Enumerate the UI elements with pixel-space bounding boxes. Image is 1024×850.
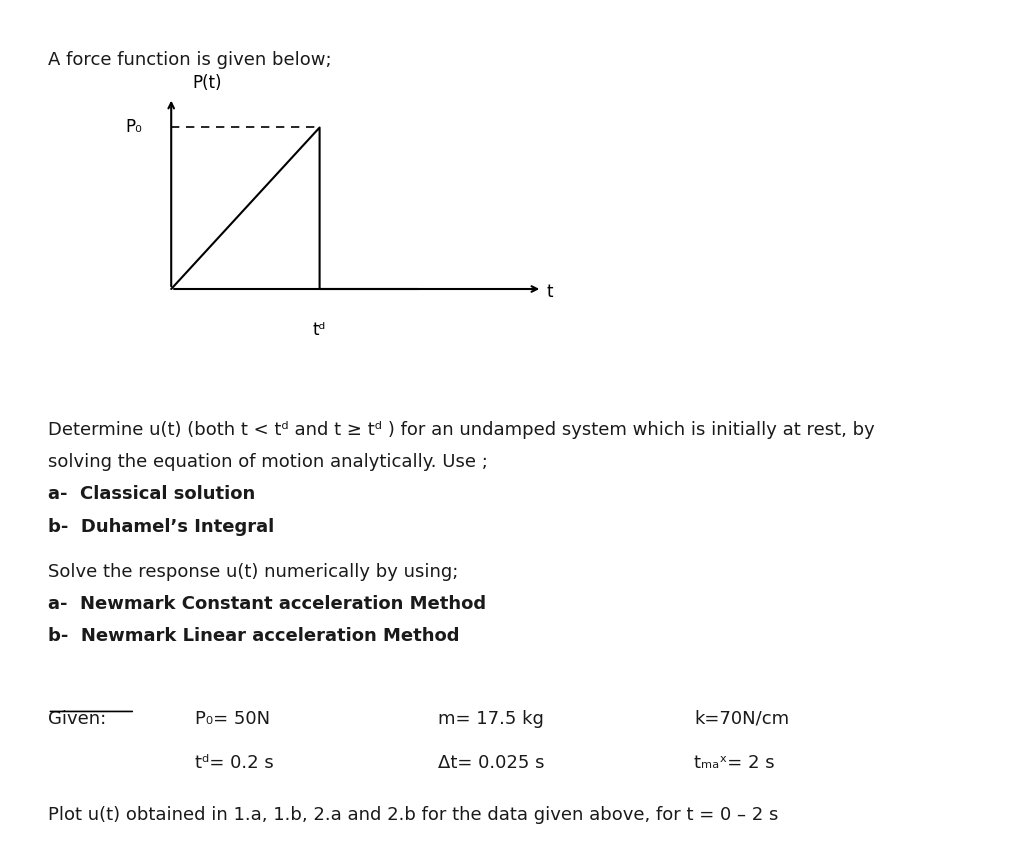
Text: Δt= 0.025 s: Δt= 0.025 s [437,754,544,772]
Text: Plot u(t) obtained in 1.a, 1.b, 2.a and 2.b for the data given above, for t = 0 : Plot u(t) obtained in 1.a, 1.b, 2.a and … [47,807,778,824]
Text: t: t [547,283,553,302]
Text: Given:: Given: [47,710,105,728]
Text: tₘₐˣ= 2 s: tₘₐˣ= 2 s [694,754,775,772]
Text: Determine u(t) (both t < tᵈ and t ≥ tᵈ ) for an undamped system which is initial: Determine u(t) (both t < tᵈ and t ≥ tᵈ )… [47,421,874,439]
Text: b-  Duhamel’s Integral: b- Duhamel’s Integral [47,518,273,536]
Text: Solve the response u(t) numerically by using;: Solve the response u(t) numerically by u… [47,563,458,581]
Text: a-  Classical solution: a- Classical solution [47,485,255,503]
Text: P₀= 50N: P₀= 50N [195,710,270,728]
Text: a-  Newmark Constant acceleration Method: a- Newmark Constant acceleration Method [47,595,485,613]
Text: P(t): P(t) [193,74,221,92]
Text: tᵈ= 0.2 s: tᵈ= 0.2 s [195,754,273,772]
Text: m= 17.5 kg: m= 17.5 kg [437,710,544,728]
Text: P₀: P₀ [126,118,142,137]
Text: A force function is given below;: A force function is given below; [47,51,331,69]
Text: tᵈ: tᵈ [313,321,327,339]
Text: b-  Newmark Linear acceleration Method: b- Newmark Linear acceleration Method [47,627,459,645]
Text: k=70N/cm: k=70N/cm [694,710,790,728]
Text: solving the equation of motion analytically. Use ;: solving the equation of motion analytica… [47,453,487,471]
